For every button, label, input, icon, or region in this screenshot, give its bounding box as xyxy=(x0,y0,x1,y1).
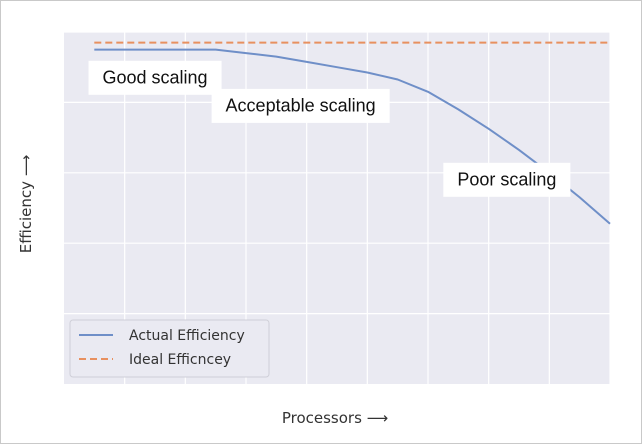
y-axis-label: Efficiency ⟶ xyxy=(17,155,35,254)
legend-label-ideal: Ideal Efficncey xyxy=(129,352,231,368)
annotation-good-text: Good scaling xyxy=(102,68,207,88)
annotation-poor-scaling: Poor scaling xyxy=(443,162,571,197)
annotation-good-scaling: Good scaling xyxy=(88,60,222,95)
annotation-poor-box xyxy=(443,162,571,197)
annotations: Good scaling Acceptable scaling Poor sca… xyxy=(88,60,571,197)
annotation-acceptable-text: Acceptable scaling xyxy=(226,96,376,116)
annotation-acceptable-box xyxy=(211,88,390,123)
series-layer xyxy=(94,41,611,225)
series-line-actual-efficiency xyxy=(94,48,611,225)
legend-label-actual: Actual Efficiency xyxy=(129,328,245,344)
legend: Actual Efficiency Ideal Efficncey xyxy=(69,319,270,378)
annotation-good-box xyxy=(88,60,222,95)
x-axis-label: Processors ⟶ xyxy=(282,409,388,427)
annotation-acceptable-scaling: Acceptable scaling xyxy=(211,88,390,123)
legend-box xyxy=(69,319,270,378)
annotation-poor-text: Poor scaling xyxy=(457,170,556,190)
